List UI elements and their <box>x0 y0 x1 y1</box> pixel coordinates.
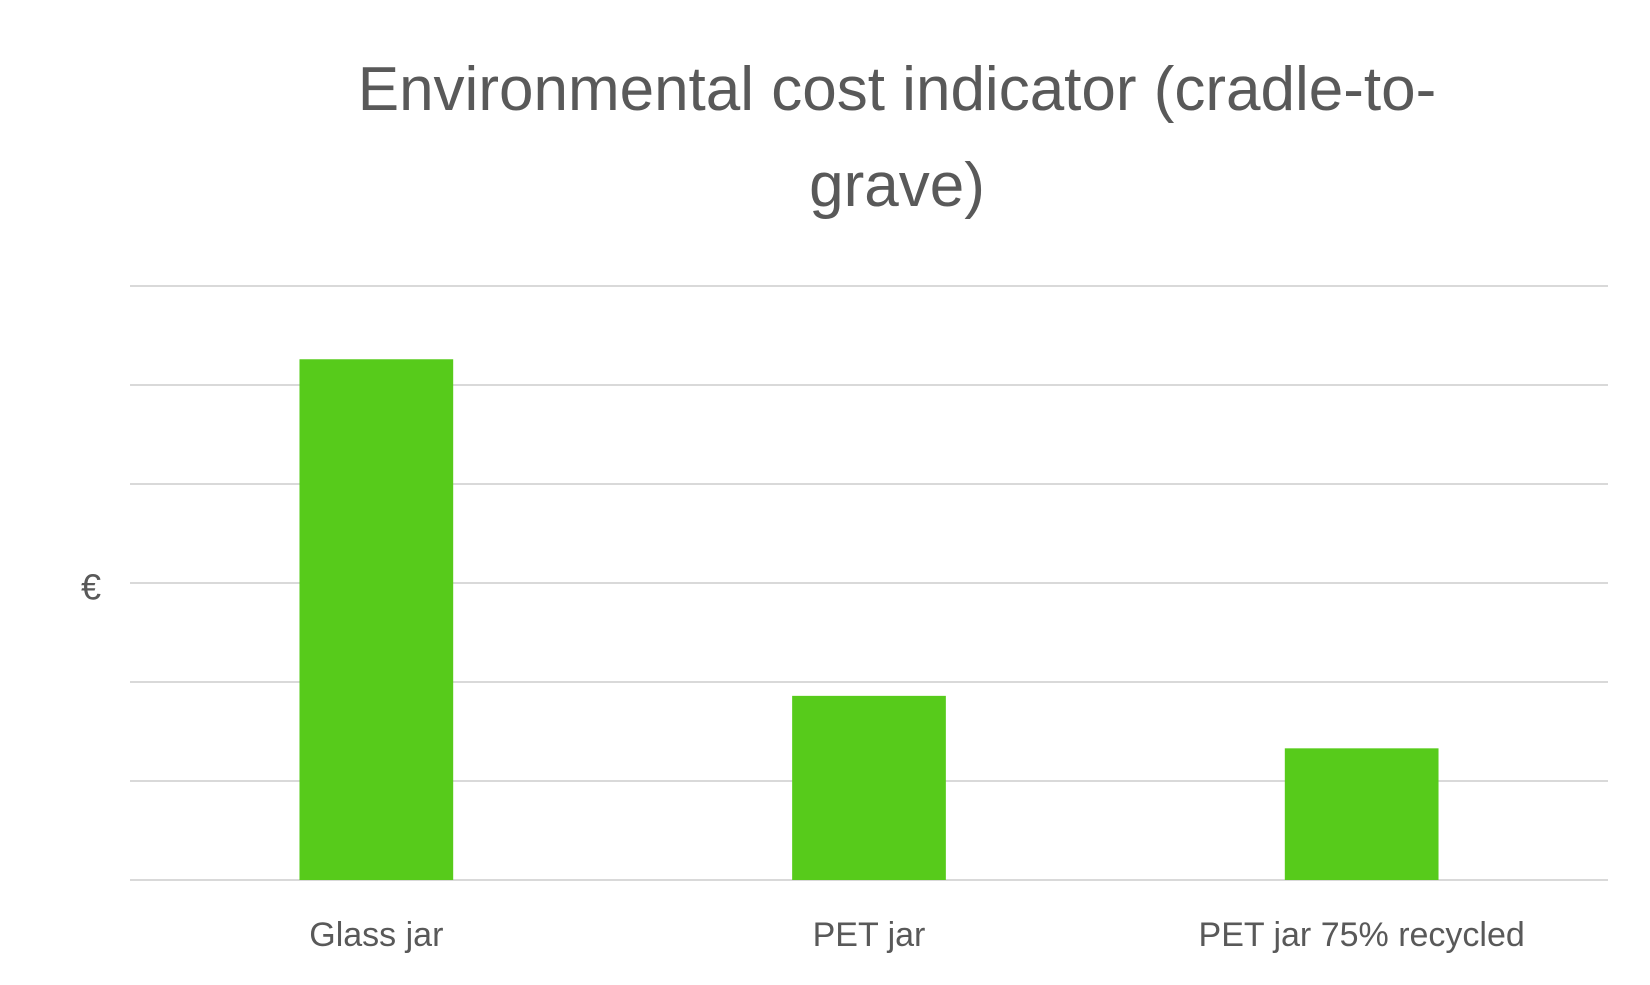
bar <box>299 359 454 880</box>
x-tick-label: PET jar 75% recycled <box>1199 916 1525 954</box>
bar <box>792 695 946 880</box>
x-tick-label: PET jar <box>813 916 926 954</box>
x-tick-label: Glass jar <box>309 916 443 954</box>
chart-title: Environmental cost indicator (cradle-to-… <box>357 55 1437 220</box>
bar <box>1284 748 1439 880</box>
y-axis-label: € <box>81 567 101 608</box>
